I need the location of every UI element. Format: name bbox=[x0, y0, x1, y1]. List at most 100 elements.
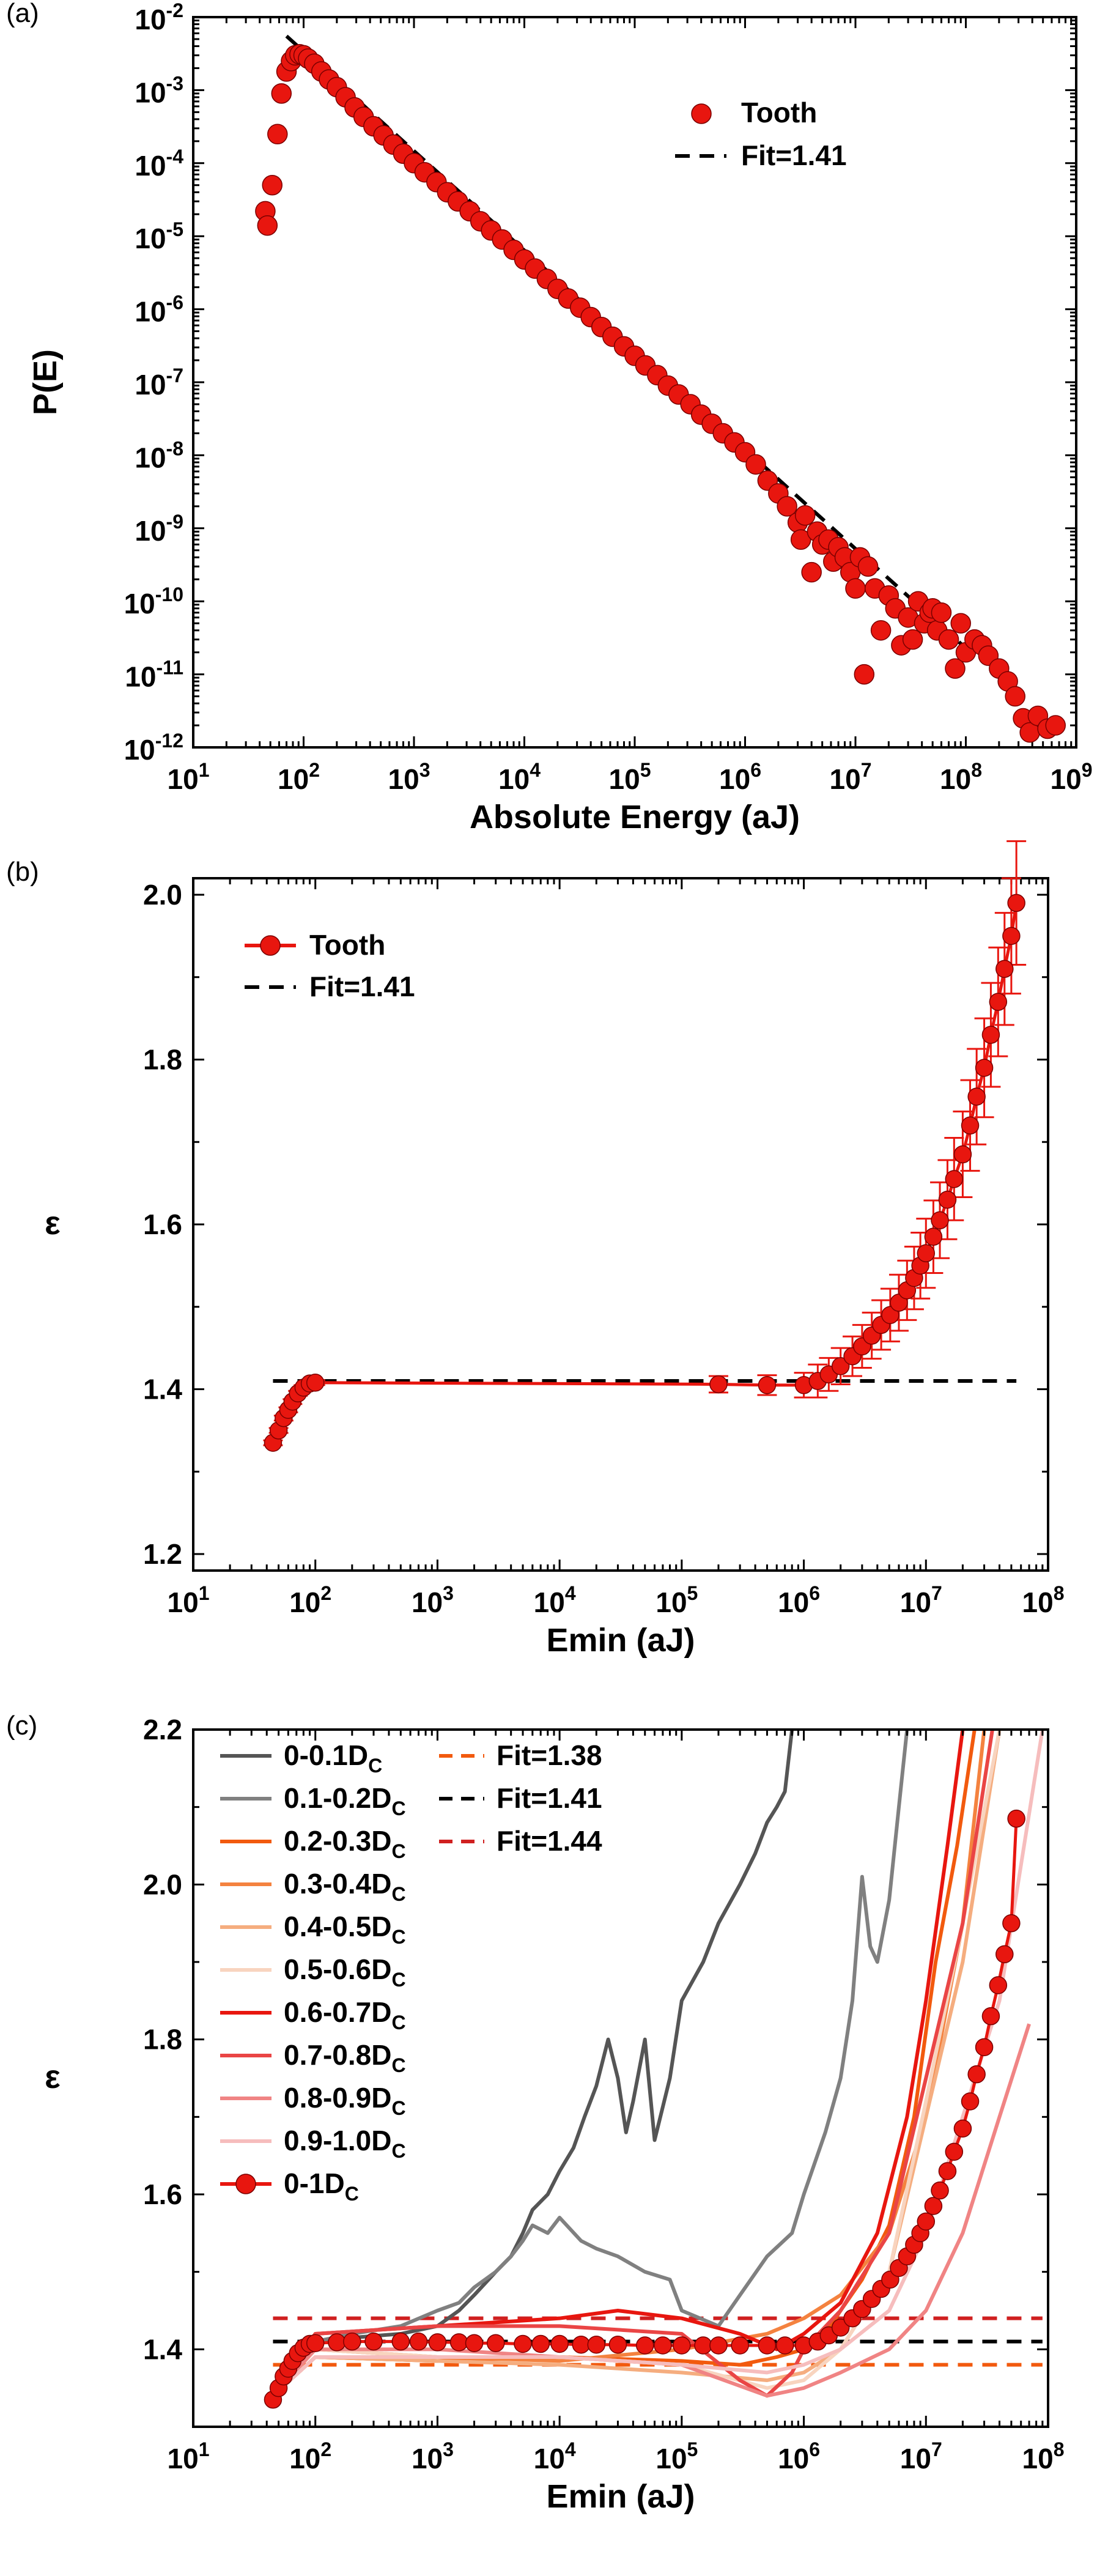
series-line bbox=[271, 1730, 909, 2405]
y-tick-label: 10-3 bbox=[135, 72, 183, 108]
panel-label: (b) bbox=[6, 857, 39, 887]
y-tick-label: 10-6 bbox=[135, 292, 183, 328]
data-point bbox=[409, 2332, 428, 2351]
legend-label: Fit=1.44 bbox=[497, 1825, 602, 1857]
data-point bbox=[967, 1087, 986, 1106]
y-tick-label: 10-12 bbox=[124, 730, 183, 766]
legend-label: 0-1DC bbox=[284, 2167, 359, 2205]
data-point bbox=[328, 2333, 346, 2352]
data-point bbox=[953, 1145, 972, 1164]
data-point bbox=[262, 174, 283, 196]
data-point bbox=[831, 2319, 850, 2337]
legend-label: Fit=1.41 bbox=[497, 1782, 602, 1814]
legend-label: Fit=1.41 bbox=[741, 139, 847, 171]
legend-label: 0.8-0.9DC bbox=[284, 2082, 406, 2119]
legend-label: Fit=1.38 bbox=[497, 1739, 602, 1771]
data-point bbox=[981, 1026, 1000, 1044]
data-point bbox=[967, 2065, 986, 2084]
data-point bbox=[931, 602, 952, 623]
data-point bbox=[306, 1373, 325, 1392]
data-point bbox=[758, 1376, 777, 1394]
data-point bbox=[975, 2038, 994, 2057]
y-tick-label: 1.6 bbox=[143, 2178, 182, 2210]
data-point bbox=[514, 2334, 532, 2353]
legend-label: 0.3-0.4DC bbox=[284, 1868, 406, 1905]
data-point bbox=[745, 454, 766, 475]
data-point bbox=[777, 496, 797, 517]
panel-a: (a) 101 102 103 104 105 106 107 108 109 10-2 10-3 10… bbox=[6, 0, 1092, 835]
data-point bbox=[550, 2334, 569, 2353]
legend-label: Tooth bbox=[741, 97, 817, 128]
y-tick-label: 10-9 bbox=[135, 511, 183, 547]
data-point bbox=[465, 2334, 484, 2352]
data-point bbox=[794, 505, 816, 526]
data-point bbox=[709, 1375, 728, 1394]
x-axis-label: Absolute Energy (aJ) bbox=[470, 799, 800, 835]
data-point bbox=[758, 2336, 777, 2355]
data-point bbox=[881, 1306, 899, 1324]
data-point bbox=[917, 2212, 936, 2231]
data-point bbox=[995, 960, 1014, 978]
data-point bbox=[989, 1976, 1008, 1994]
legend-marker bbox=[691, 103, 712, 124]
data-point bbox=[391, 2332, 410, 2351]
data-point bbox=[938, 629, 959, 650]
y-tick-label: 1.8 bbox=[143, 2024, 182, 2056]
data-point bbox=[428, 2333, 447, 2352]
data-point bbox=[995, 1945, 1014, 1964]
series-line bbox=[271, 1730, 1044, 2397]
data-point bbox=[531, 2334, 550, 2353]
data-point bbox=[486, 2334, 505, 2352]
data-point bbox=[857, 556, 879, 577]
data-point bbox=[1045, 715, 1066, 736]
data-point bbox=[931, 1211, 949, 1230]
x-tick-label: 102 bbox=[289, 1582, 331, 1618]
data-point bbox=[587, 2335, 606, 2354]
panel-c: (c) 101 102 103 104 105 106 107 108 1.4 1.6 1.8 2.0 2… bbox=[6, 1711, 1064, 2515]
y-axis-label: P(E) bbox=[27, 349, 64, 415]
data-point bbox=[831, 1357, 850, 1375]
plot-area bbox=[264, 1730, 1044, 2409]
y-tick-label: 1.4 bbox=[143, 1374, 182, 1405]
data-point bbox=[961, 1116, 980, 1135]
data-point bbox=[945, 1170, 964, 1188]
y-tick-label: 2.2 bbox=[143, 1714, 182, 1745]
data-point bbox=[938, 2162, 957, 2180]
data-point bbox=[731, 2336, 749, 2355]
data-point bbox=[694, 2336, 712, 2355]
y-tick-label: 10-5 bbox=[135, 218, 183, 254]
y-tick-label: 2.0 bbox=[143, 879, 182, 911]
data-point bbox=[981, 2007, 1000, 2026]
y-tick-label: 1.4 bbox=[143, 2333, 182, 2365]
plot-frame bbox=[192, 1728, 1049, 2428]
panel-b: (b) 101 102 103 104 105 106 107 108 1.2 1.4 1.6 1.8 2… bbox=[6, 840, 1065, 1659]
data-point bbox=[267, 124, 288, 145]
y-tick-label: 1.8 bbox=[143, 1043, 182, 1075]
data-point bbox=[950, 613, 971, 634]
y-tick-label: 10-7 bbox=[135, 365, 183, 401]
legend-label: 0.9-1.0DC bbox=[284, 2125, 406, 2162]
x-tick-label: 107 bbox=[900, 2438, 942, 2474]
y-tick-label: 10-8 bbox=[135, 437, 183, 473]
x-tick-label: 103 bbox=[412, 1582, 454, 1618]
x-tick-label: 104 bbox=[498, 759, 541, 795]
data-point bbox=[608, 2335, 627, 2354]
y-tick-label: 2.0 bbox=[143, 1868, 182, 1900]
data-point bbox=[709, 2336, 728, 2355]
data-point bbox=[673, 2336, 691, 2355]
data-point bbox=[1007, 894, 1025, 912]
y-axis-label: ε bbox=[45, 1205, 61, 1242]
x-tick-label: 108 bbox=[1022, 1582, 1065, 1618]
x-tick-label: 101 bbox=[168, 759, 210, 795]
y-axis-label: ε bbox=[45, 2059, 61, 2095]
data-point bbox=[271, 83, 292, 104]
x-tick-label: 102 bbox=[278, 759, 320, 795]
x-tick-label: 104 bbox=[534, 1582, 576, 1618]
data-point bbox=[775, 2336, 794, 2355]
y-tick-label: 1.6 bbox=[143, 1208, 182, 1240]
legend-label: 0.7-0.8DC bbox=[284, 2039, 406, 2076]
x-tick-label: 108 bbox=[1022, 2438, 1065, 2474]
data-point bbox=[449, 2333, 468, 2352]
panel-label: (c) bbox=[6, 1711, 37, 1741]
data-point bbox=[945, 658, 966, 679]
